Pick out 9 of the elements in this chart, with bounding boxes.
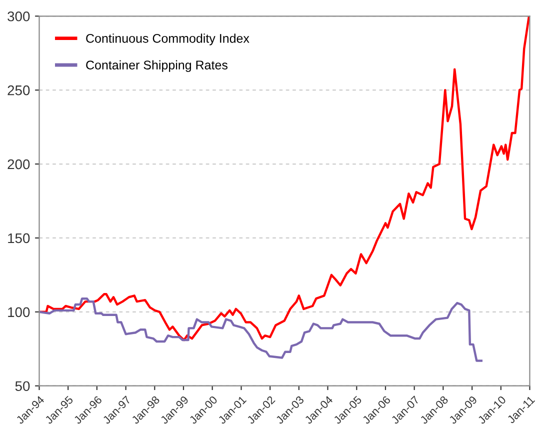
y-tick-label: 50 <box>15 381 30 392</box>
line-series <box>39 297 483 362</box>
legend-label: Continuous Commodity Index <box>86 34 250 46</box>
y-tick-label: 300 <box>8 11 30 22</box>
y-tick-label: 250 <box>8 85 30 96</box>
legend-label: Container Shipping Rates <box>86 60 228 72</box>
y-tick-label: 100 <box>8 307 30 318</box>
y-tick-label: 150 <box>8 233 30 244</box>
y-tick-label: 200 <box>8 159 30 170</box>
